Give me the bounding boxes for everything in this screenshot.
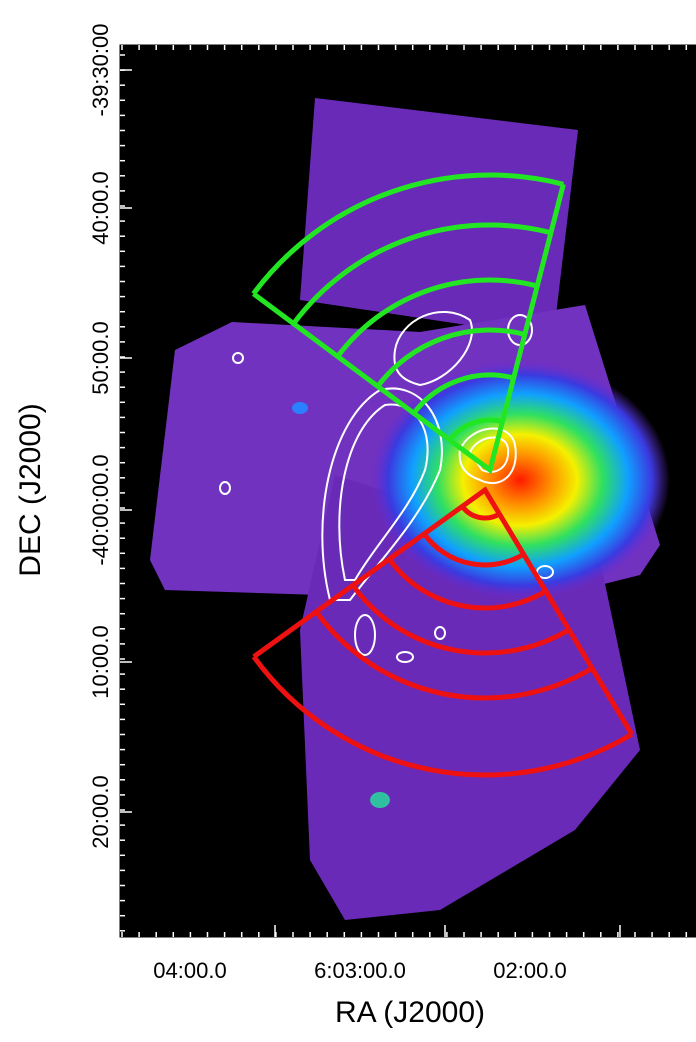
sky-image [120, 45, 696, 937]
y-axis-label: DEC (J2000) [14, 403, 47, 576]
x-tick-label: 6:03:00.0 [314, 958, 406, 983]
y-tick-label: 50:00.0 [88, 321, 113, 394]
y-tick-label: 10:00.0 [88, 625, 113, 698]
x-tick-label: 02:00.0 [493, 958, 566, 983]
y-tick-label: -39:30:00 [88, 24, 113, 117]
y-tick-label: -40:00:00.0 [88, 454, 113, 565]
y-tick-label: 40:00.0 [88, 171, 113, 244]
y-tick-label: 20:00.0 [88, 775, 113, 848]
x-axis-label: RA (J2000) [335, 996, 485, 1029]
figure: RA (J2000) DEC (J2000) 04:00.0 6:03:00.0 0… [0, 0, 696, 1042]
x-tick-label: 04:00.0 [153, 958, 226, 983]
